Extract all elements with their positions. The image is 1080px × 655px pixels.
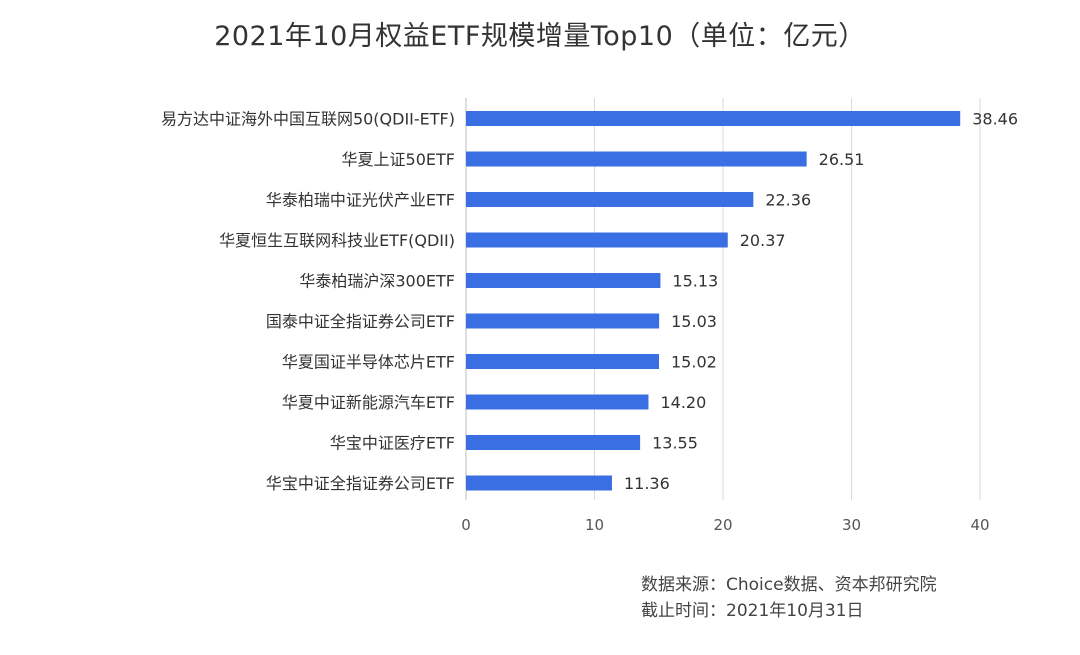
data-label: 38.46	[972, 110, 1018, 129]
category-label: 华泰柏瑞中证光伏产业ETF	[266, 191, 455, 210]
value-labels: 38.46 26.51 22.36 20.37 15.13 15.03 15.02 14.20…	[624, 110, 1018, 494]
category-label: 华夏国证半导体芯片ETF	[282, 353, 455, 372]
data-label: 20.37	[740, 231, 786, 250]
category-labels: 易方达中证海外中国互联网50(QDII-ETF) 华夏上证50ETF 华泰柏瑞中证光…	[161, 110, 455, 494]
bar	[466, 151, 807, 167]
bar	[466, 394, 649, 410]
bars	[466, 111, 961, 491]
category-label: 华泰柏瑞沪深300ETF	[299, 272, 455, 291]
source-line: 数据来源：Choice数据、资本邦研究院	[641, 575, 937, 595]
bar	[466, 435, 641, 450]
bar	[466, 232, 728, 248]
category-label: 易方达中证海外中国互联网50(QDII-ETF)	[161, 110, 455, 129]
bar	[466, 273, 661, 288]
date-line: 截止时间：2021年10月31日	[641, 601, 864, 621]
data-label: 15.03	[671, 312, 717, 331]
x-tick-label: 10	[585, 516, 604, 534]
x-tick-label: 40	[970, 516, 989, 534]
data-label: 22.36	[765, 191, 811, 210]
category-label: 华夏上证50ETF	[342, 150, 455, 169]
x-tick-label: 0	[461, 516, 471, 534]
bar	[466, 111, 961, 126]
x-tick-label: 30	[842, 516, 861, 534]
data-label: 14.20	[660, 393, 706, 412]
chart-title: 2021年10月权益ETF规模增量Top10（单位：亿元）	[214, 21, 866, 52]
bar	[466, 313, 660, 329]
bar	[466, 354, 660, 369]
bar	[466, 192, 754, 207]
category-label: 华夏中证新能源汽车ETF	[282, 393, 455, 412]
category-label: 华夏恒生互联网科技业ETF(QDII)	[219, 231, 455, 250]
x-axis-ticks: 0 10 20 30 40	[461, 516, 989, 534]
x-tick-label: 20	[713, 516, 732, 534]
category-label: 华宝中证全指证券公司ETF	[266, 474, 455, 493]
bar	[466, 475, 612, 491]
source-note: 数据来源：Choice数据、资本邦研究院 截止时间：2021年10月31日	[641, 572, 937, 624]
data-label: 15.13	[672, 272, 718, 291]
data-label: 11.36	[624, 474, 670, 493]
data-label: 15.02	[671, 353, 717, 372]
data-label: 26.51	[819, 150, 865, 169]
category-label: 国泰中证全指证券公司ETF	[266, 312, 455, 331]
category-label: 华宝中证医疗ETF	[330, 434, 455, 453]
data-label: 13.55	[652, 434, 698, 453]
